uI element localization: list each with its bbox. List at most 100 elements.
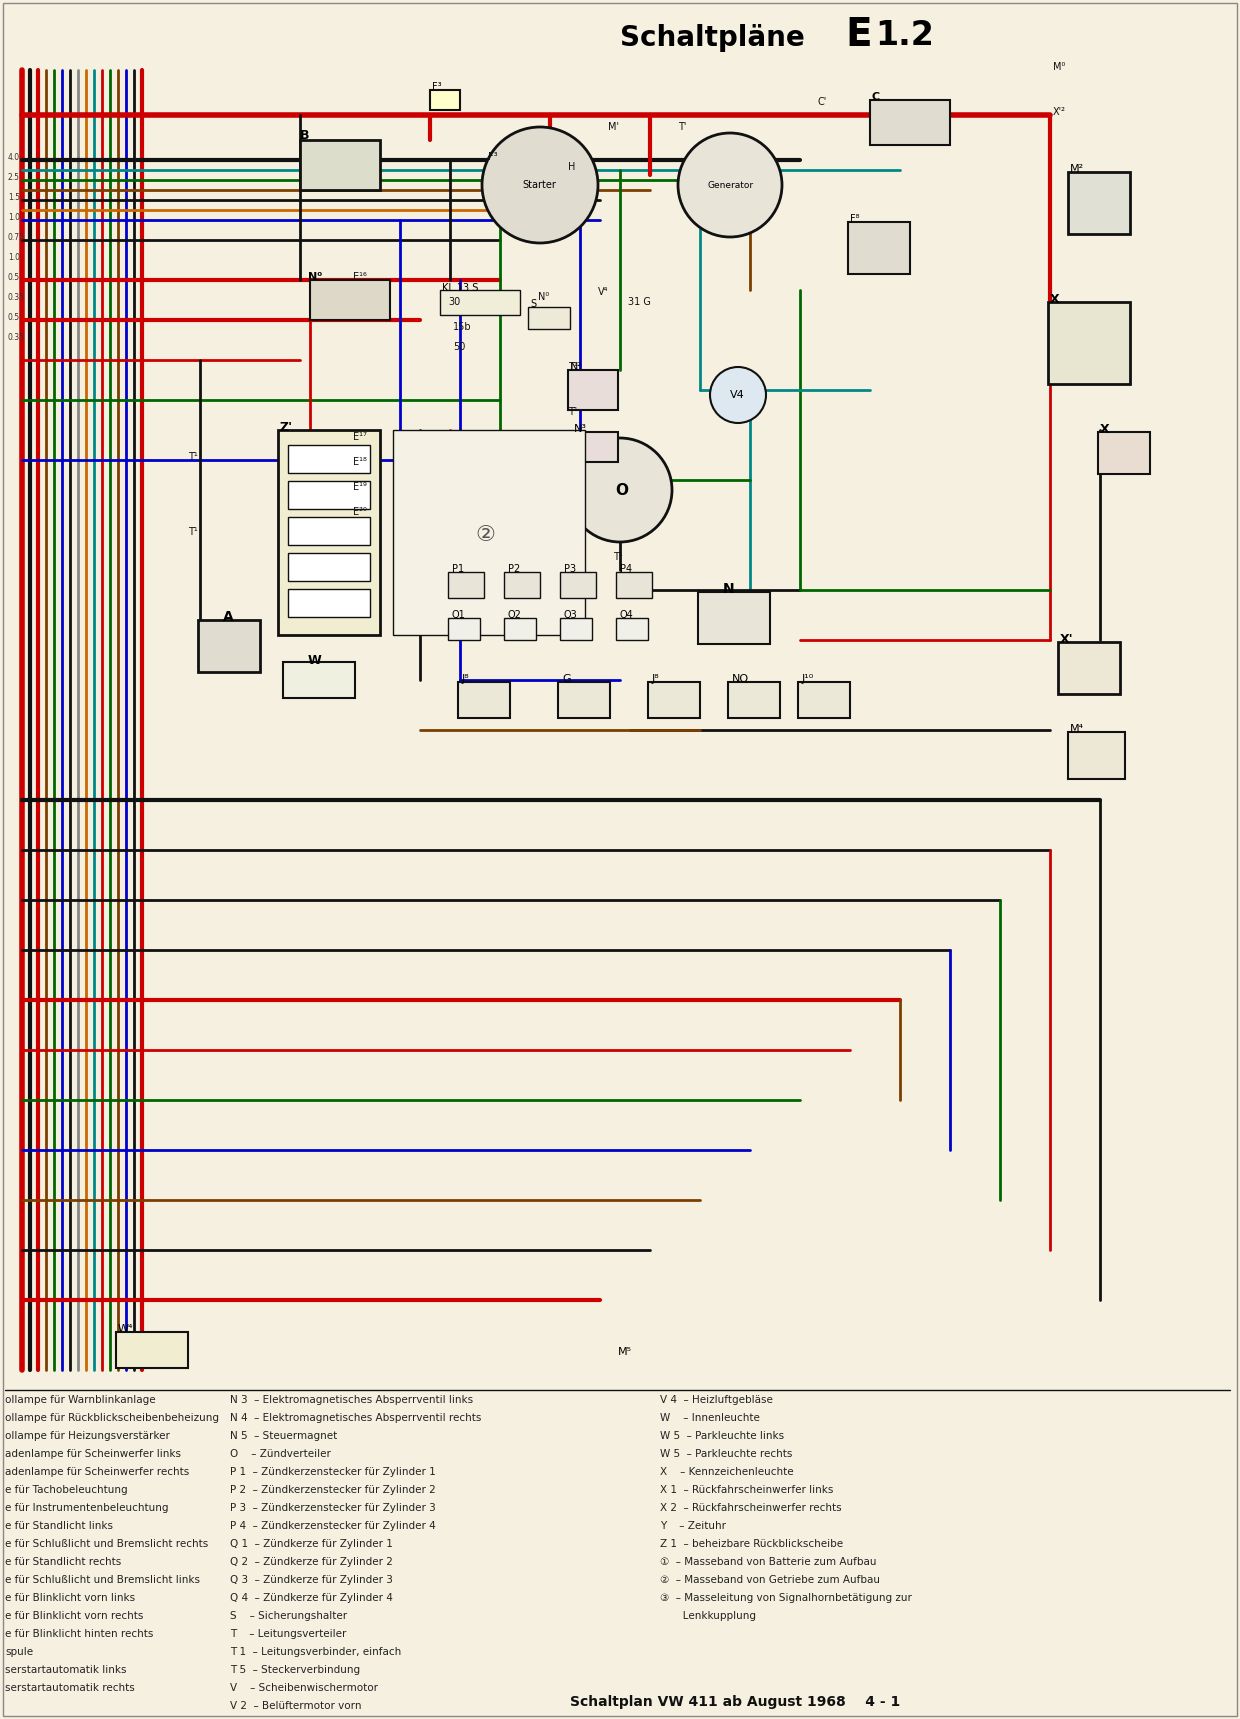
Bar xyxy=(1048,303,1130,383)
Text: A: A xyxy=(223,610,234,624)
Text: P 1  – Zündkerzenstecker für Zylinder 1: P 1 – Zündkerzenstecker für Zylinder 1 xyxy=(229,1466,435,1477)
Bar xyxy=(1068,172,1130,234)
Text: ②  – Masseband von Getriebe zum Aufbau: ② – Masseband von Getriebe zum Aufbau xyxy=(660,1575,880,1585)
Text: M²: M² xyxy=(1070,163,1084,174)
Text: P3: P3 xyxy=(564,564,577,574)
Text: 50: 50 xyxy=(453,342,465,352)
Text: e für Blinklicht vorn rechts: e für Blinklicht vorn rechts xyxy=(5,1611,144,1621)
Text: serstartautomatik links: serstartautomatik links xyxy=(5,1666,126,1674)
Bar xyxy=(572,431,618,462)
Text: V 4  – Heizluftgebläse: V 4 – Heizluftgebläse xyxy=(660,1396,773,1404)
Text: E¹⁷: E¹⁷ xyxy=(353,431,367,442)
Circle shape xyxy=(711,366,766,423)
Bar xyxy=(560,619,591,639)
Text: N 4  – Elektromagnetisches Absperrventil rechts: N 4 – Elektromagnetisches Absperrventil … xyxy=(229,1413,481,1423)
Text: N 3  – Elektromagnetisches Absperrventil links: N 3 – Elektromagnetisches Absperrventil … xyxy=(229,1396,474,1404)
Text: ③  – Masseleitung von Signalhornbetätigung zur: ③ – Masseleitung von Signalhornbetätigun… xyxy=(660,1594,911,1604)
Bar xyxy=(300,139,379,191)
Text: adenlampe für Scheinwerfer rechts: adenlampe für Scheinwerfer rechts xyxy=(5,1466,190,1477)
Bar xyxy=(278,430,379,634)
Text: X'²: X'² xyxy=(1053,107,1066,117)
Text: N 5  – Steuermagnet: N 5 – Steuermagnet xyxy=(229,1430,337,1441)
Text: Q4: Q4 xyxy=(620,610,634,621)
Text: E¹⁶: E¹⁶ xyxy=(353,272,367,282)
Text: V⁴: V⁴ xyxy=(598,287,609,297)
Bar xyxy=(288,481,370,509)
Text: G: G xyxy=(562,674,570,684)
Text: e für Blinklicht vorn links: e für Blinklicht vorn links xyxy=(5,1594,135,1604)
Text: Z 1  – beheizbare Rückblickscheibe: Z 1 – beheizbare Rückblickscheibe xyxy=(660,1539,843,1549)
Text: e für Standlicht links: e für Standlicht links xyxy=(5,1521,113,1532)
Text: 0.35: 0.35 xyxy=(7,292,25,301)
Text: T¹: T¹ xyxy=(613,552,622,562)
Text: Q1: Q1 xyxy=(453,610,466,621)
Text: M⁰: M⁰ xyxy=(1053,62,1065,72)
Text: Q 1  – Zündkerze für Zylinder 1: Q 1 – Zündkerze für Zylinder 1 xyxy=(229,1539,393,1549)
Text: N: N xyxy=(723,583,734,596)
Text: F³: F³ xyxy=(432,83,441,93)
Text: J⁸: J⁸ xyxy=(463,674,470,684)
Text: T¹: T¹ xyxy=(188,528,197,536)
Text: ①  – Masseband von Batterie zum Aufbau: ① – Masseband von Batterie zum Aufbau xyxy=(660,1557,877,1568)
Text: O: O xyxy=(615,483,627,497)
Text: F³: F³ xyxy=(489,151,497,162)
Circle shape xyxy=(678,132,782,237)
Text: N²: N² xyxy=(570,363,583,371)
Text: 31 G: 31 G xyxy=(627,297,651,308)
Bar xyxy=(728,682,780,719)
Bar xyxy=(560,572,596,598)
Text: 30: 30 xyxy=(448,297,460,308)
Text: adenlampe für Scheinwerfer links: adenlampe für Scheinwerfer links xyxy=(5,1449,181,1459)
Text: T': T' xyxy=(678,122,687,132)
Text: V4: V4 xyxy=(730,390,745,401)
Text: Schaltpläne: Schaltpläne xyxy=(620,24,805,52)
Text: W: W xyxy=(308,653,321,667)
Text: V    – Scheibenwischermotor: V – Scheibenwischermotor xyxy=(229,1683,378,1693)
Bar xyxy=(558,682,610,719)
Text: 1.2: 1.2 xyxy=(875,19,934,52)
Text: X    – Kennzeichenleuchte: X – Kennzeichenleuchte xyxy=(660,1466,794,1477)
Text: 1.0: 1.0 xyxy=(7,213,20,222)
Text: Q2: Q2 xyxy=(508,610,522,621)
Text: 1.5: 1.5 xyxy=(7,193,20,201)
Bar xyxy=(288,554,370,581)
Text: W⁴: W⁴ xyxy=(118,1324,134,1334)
Text: ollampe für Rückblickscheibenbeheizung: ollampe für Rückblickscheibenbeheizung xyxy=(5,1413,219,1423)
Text: S    – Sicherungshalter: S – Sicherungshalter xyxy=(229,1611,347,1621)
Text: ②: ② xyxy=(475,524,495,545)
Text: e für Standlicht rechts: e für Standlicht rechts xyxy=(5,1557,122,1568)
Text: T¹: T¹ xyxy=(568,363,578,371)
Bar xyxy=(430,89,460,110)
Text: N³: N³ xyxy=(574,425,587,433)
Text: Q 3  – Zündkerze für Zylinder 3: Q 3 – Zündkerze für Zylinder 3 xyxy=(229,1575,393,1585)
Text: 1.0: 1.0 xyxy=(7,253,20,261)
Bar xyxy=(283,662,355,698)
Text: serstartautomatik rechts: serstartautomatik rechts xyxy=(5,1683,135,1693)
Text: C: C xyxy=(872,93,880,101)
Bar xyxy=(393,430,585,634)
Text: e für Schlußlicht und Bremslicht links: e für Schlußlicht und Bremslicht links xyxy=(5,1575,200,1585)
Text: T¹: T¹ xyxy=(568,407,578,418)
Text: e für Schlußlicht und Bremslicht rechts: e für Schlußlicht und Bremslicht rechts xyxy=(5,1539,208,1549)
Text: S: S xyxy=(529,299,536,309)
Text: E²⁰: E²⁰ xyxy=(353,507,367,517)
Text: Y    – Zeituhr: Y – Zeituhr xyxy=(660,1521,725,1532)
Bar xyxy=(568,370,618,411)
Text: Z': Z' xyxy=(280,421,293,433)
Bar xyxy=(198,621,260,672)
Text: ollampe für Heizungsverstärker: ollampe für Heizungsverstärker xyxy=(5,1430,170,1441)
Bar xyxy=(310,280,391,320)
Bar xyxy=(288,590,370,617)
Text: H: H xyxy=(568,162,575,172)
Text: 0.5: 0.5 xyxy=(7,273,20,282)
Bar xyxy=(698,591,770,645)
Bar xyxy=(503,619,536,639)
Bar xyxy=(616,572,652,598)
Text: Q 2  – Zündkerze für Zylinder 2: Q 2 – Zündkerze für Zylinder 2 xyxy=(229,1557,393,1568)
Text: P 4  – Zündkerzenstecker für Zylinder 4: P 4 – Zündkerzenstecker für Zylinder 4 xyxy=(229,1521,435,1532)
Bar xyxy=(649,682,701,719)
Text: 2.5: 2.5 xyxy=(7,172,20,182)
Text: M': M' xyxy=(608,122,619,132)
Text: J¹⁰: J¹⁰ xyxy=(802,674,815,684)
Text: X 2  – Rückfahrscheinwerfer rechts: X 2 – Rückfahrscheinwerfer rechts xyxy=(660,1502,842,1513)
